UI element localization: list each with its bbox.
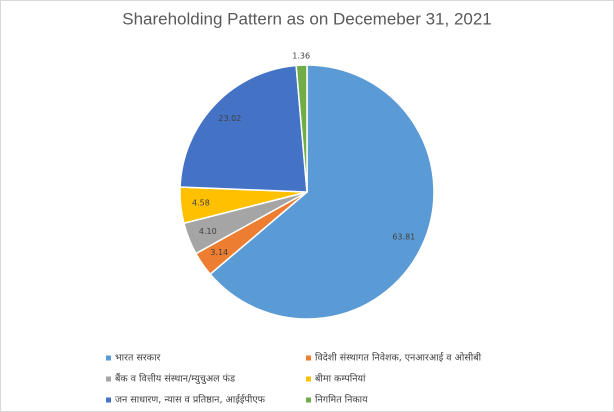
data-label: 1.36 xyxy=(292,52,310,61)
legend-swatch xyxy=(106,397,111,403)
legend-swatch xyxy=(106,376,111,382)
data-label: 4.58 xyxy=(192,199,210,208)
legend-swatch xyxy=(106,355,111,361)
pie-slice xyxy=(295,64,308,193)
data-label: 23.02 xyxy=(218,114,241,123)
legend-label: भारत सरकार xyxy=(115,353,162,364)
legend-swatch xyxy=(306,397,311,403)
pie-slice xyxy=(179,64,308,193)
legend-label: बैंक व वित्तीय संस्थान/म्युचुअल फंड xyxy=(115,373,236,385)
pie-slice xyxy=(209,64,435,320)
legend-label: बीमा कम्पनियां xyxy=(315,373,366,385)
chart-title: Shareholding Pattern as on Decemeber 31,… xyxy=(122,9,492,28)
legend-label: विदेशी संस्थागत निवेशक, एनआरआई व ओसीबी xyxy=(315,352,482,364)
data-label: 4.10 xyxy=(199,227,217,236)
legend-swatch xyxy=(306,376,311,382)
legend-label: निगमित निकाय xyxy=(315,394,368,406)
legend-swatch xyxy=(306,355,311,361)
data-label: 63.81 xyxy=(392,232,415,241)
data-label: 3.14 xyxy=(210,248,228,257)
legend-label: जन साधारण, न्यास व प्रतिष्ठान, आईईपीएफ xyxy=(115,394,266,406)
